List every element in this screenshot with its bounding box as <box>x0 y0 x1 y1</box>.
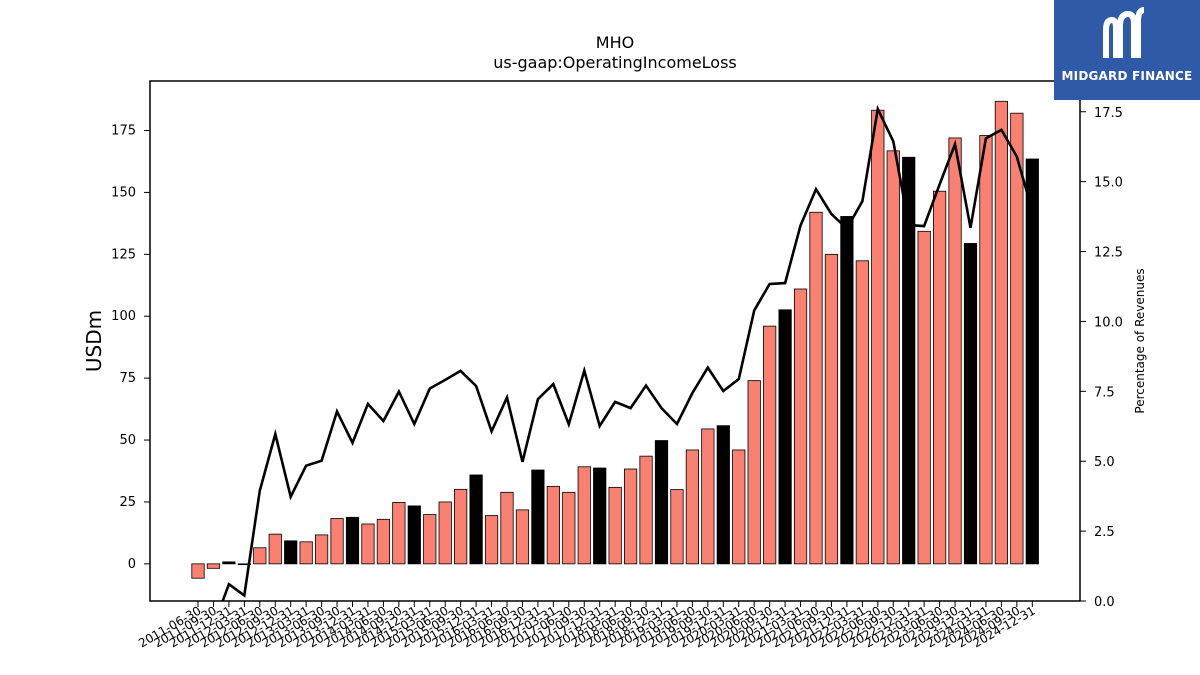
bar-2024-09-30 <box>1010 112 1024 565</box>
bar-2012-09-30 <box>268 533 282 565</box>
logo-mark-icon <box>1103 7 1145 58</box>
bar-2023-03-31 <box>917 230 931 565</box>
bar-2022-03-31 <box>855 260 869 565</box>
y2-tick-label: 15.0 <box>1094 176 1123 191</box>
y-tick-label: 150 <box>111 185 136 200</box>
y2-tick-label: 0.0 <box>1094 595 1115 610</box>
y2-tick-label: 17.5 <box>1094 106 1123 121</box>
bar-2017-06-30 <box>562 491 576 565</box>
axes-layer: 0 25 50 75 100 125 150 175 0.0 2.5 5.0 7.5 10.0 12.5 1… <box>111 106 1123 651</box>
bar-2020-03-31 <box>732 449 746 565</box>
bar-2018-03-31 <box>608 486 622 565</box>
percentage-line <box>221 104 1034 601</box>
bar-2014-03-31 <box>361 523 375 565</box>
bar-2016-09-30 <box>515 509 530 565</box>
y2-tick-label: 7.5 <box>1094 385 1115 400</box>
bar-2019-03-31 <box>670 489 684 565</box>
bar-2023-06-30 <box>933 190 947 565</box>
bar-2013-12-31 <box>345 516 360 565</box>
y2-tick-label: 12.5 <box>1094 246 1123 261</box>
bar-2017-03-31 <box>546 485 560 565</box>
y-tick-label: 125 <box>111 247 136 262</box>
bar-2014-09-30 <box>392 502 406 565</box>
chart-subtitle: us-gaap:OperatingIncomeLoss <box>493 53 737 72</box>
bar-2022-12-31 <box>902 156 916 565</box>
plot-frame <box>149 80 1081 602</box>
y-tick-label: 75 <box>119 371 136 386</box>
bar-2020-09-30 <box>763 325 777 565</box>
bar-2013-06-30 <box>314 534 329 565</box>
bar-2021-09-30 <box>824 253 839 565</box>
midgard-finance-logo: MIDGARD FINANCE <box>1054 0 1200 100</box>
bar-2021-12-31 <box>840 216 854 565</box>
bar-2024-06-30 <box>994 100 1009 565</box>
bar-2015-03-31 <box>423 514 437 565</box>
y2-tick-label: 5.0 <box>1094 455 1115 470</box>
bar-2014-06-30 <box>376 518 391 565</box>
bar-2017-09-30 <box>577 466 591 565</box>
bar-2022-06-30 <box>871 109 885 565</box>
bar-2023-09-30 <box>948 137 962 565</box>
bar-2019-12-31 <box>716 425 730 565</box>
bar-2012-03-31 <box>237 563 251 566</box>
bar-2015-09-30 <box>454 488 468 565</box>
bar-2013-09-30 <box>330 518 344 565</box>
bar-2012-12-31 <box>284 540 298 565</box>
bar-2011-12-31 <box>222 561 236 565</box>
bar-2023-12-31 <box>963 243 978 565</box>
bar-2024-12-31 <box>1025 158 1039 565</box>
y2-tick-label: 2.5 <box>1094 525 1115 540</box>
logo-text: MIDGARD FINANCE <box>1061 69 1193 83</box>
bar-2018-06-30 <box>624 468 638 565</box>
bar-2017-12-31 <box>593 467 607 565</box>
chart-title: MHO <box>596 33 634 52</box>
bar-2011-06-30 <box>191 563 205 579</box>
bar-2018-09-30 <box>639 455 653 565</box>
y-tick-label: 175 <box>111 124 136 139</box>
y-axis-label: USDm <box>82 310 106 372</box>
bars-layer <box>191 100 1039 579</box>
bar-2019-06-30 <box>685 449 700 565</box>
y-tick-label: 0 <box>128 557 136 572</box>
bar-2020-06-30 <box>747 380 761 565</box>
bar-2020-12-31 <box>778 309 792 565</box>
y-tick-label: 25 <box>119 495 136 510</box>
bar-2016-03-31 <box>484 515 499 565</box>
bar-2021-06-30 <box>809 211 823 565</box>
bar-2016-06-30 <box>500 491 514 565</box>
bar-2022-09-30 <box>886 150 900 565</box>
bar-2019-09-30 <box>701 428 715 565</box>
bar-2015-06-30 <box>438 501 452 565</box>
bar-2018-12-31 <box>654 440 669 565</box>
bar-2024-03-31 <box>979 135 993 565</box>
bar-2013-03-31 <box>299 541 313 565</box>
y-tick-label: 50 <box>119 433 136 448</box>
bar-2014-12-31 <box>407 505 421 565</box>
y2-axis-label: Percentage of Revenues <box>1133 268 1147 413</box>
y2-tick-label: 10.0 <box>1094 315 1123 330</box>
bar-2011-09-30 <box>206 563 221 569</box>
bar-2016-12-31 <box>531 469 545 565</box>
bar-2012-06-30 <box>253 547 267 565</box>
bar-2021-03-31 <box>793 288 808 565</box>
y-tick-label: 100 <box>111 309 136 324</box>
bar-2015-12-31 <box>469 474 483 565</box>
